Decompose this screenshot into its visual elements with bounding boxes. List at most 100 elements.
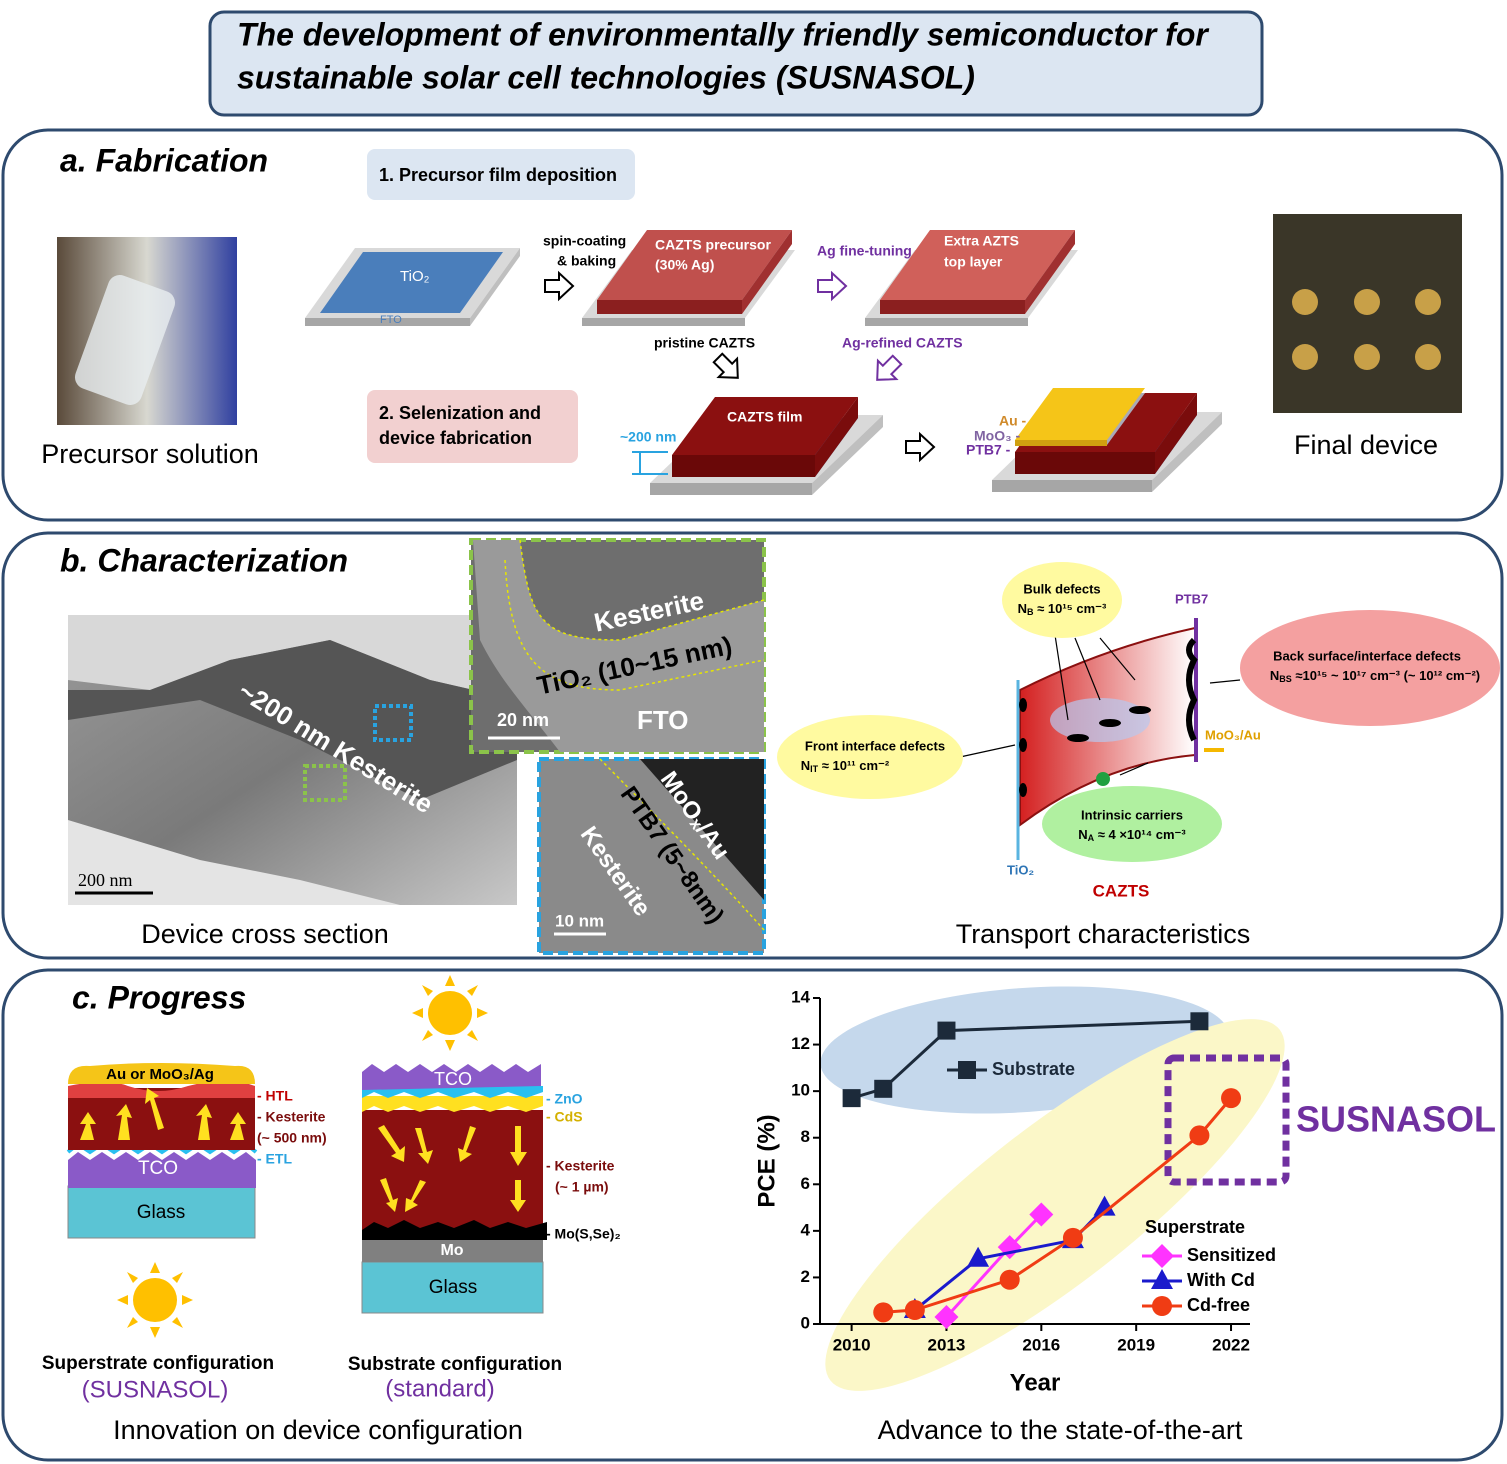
y-tick-label: 2: [801, 1267, 810, 1286]
marker: [874, 1079, 893, 1098]
value: ≈10¹⁵ ~ 10¹⁷ cm⁻³ (~ 10¹² cm⁻²): [1292, 668, 1480, 683]
substrate-stack-part-part: [380, 1178, 398, 1212]
substrate-slab-part: [470, 248, 520, 326]
x-tick-label: 2019: [1117, 1335, 1155, 1354]
layer-label: - HTL: [257, 1088, 293, 1104]
y-tick-label: 12: [791, 1034, 810, 1053]
layer-label: - ETL: [257, 1151, 292, 1167]
marker: [873, 1302, 894, 1323]
defect-title: Bulk defects: [1023, 581, 1100, 596]
film-slab-part: [672, 455, 815, 477]
substrate-stack-part: [361, 1261, 544, 1314]
transport-diagram-part: [1240, 610, 1500, 726]
legend-title: Superstrate: [1145, 1217, 1245, 1237]
extra-layer-slab: [865, 230, 1078, 326]
substrate-slab: [305, 248, 520, 326]
layer-label: - Kesterite: [257, 1109, 326, 1125]
marker: [1062, 1227, 1083, 1248]
symbol: N: [1018, 601, 1027, 616]
substrate-stack-part: [362, 1086, 543, 1098]
device-slab-part: [1015, 388, 1145, 440]
precursor-slab-part: [582, 318, 745, 326]
transport-diagram-part-part: [1074, 637, 1101, 701]
step-label: 2. Selenization and: [379, 403, 541, 423]
scale-label: 20 nm: [497, 710, 549, 730]
x-axis-title: Year: [1010, 1369, 1061, 1396]
process-label: Ag-refined CAZTS: [842, 335, 963, 351]
tem-inset-front-part: [504, 559, 765, 691]
device-photo-part: [1292, 344, 1318, 370]
layer-label: MoO₃/Au: [1205, 727, 1261, 742]
chart-highlights: [820, 986, 1290, 1391]
superstrate-stack-part: [68, 1152, 256, 1188]
transport-diagram-part: [1042, 786, 1222, 862]
marker: [1029, 1202, 1054, 1227]
heading: c. Progress: [72, 979, 246, 1015]
caption: Device cross section: [141, 919, 389, 949]
device-slab-part: [1015, 452, 1155, 474]
superstrate-stack: [66, 1063, 258, 1239]
tem-image: [68, 615, 517, 905]
subscript: BS: [1279, 674, 1292, 684]
transport-diagram-part: [1186, 637, 1198, 742]
layer-label: Au or MoO₃/Ag: [106, 1066, 214, 1083]
step-box: [367, 390, 578, 463]
layer-label: - ZnO: [546, 1091, 583, 1107]
transport-diagram-part-part: [1209, 679, 1241, 684]
device-photo-part: [1415, 344, 1441, 370]
marker: [937, 1021, 956, 1040]
defect-title: Front interface defects: [805, 738, 945, 753]
layer-label: MoO₃ -: [974, 428, 1020, 444]
process-label: Ag fine-tuning: [817, 243, 912, 259]
tem-inset-back: [537, 757, 766, 955]
layer-label: Au -: [999, 413, 1027, 429]
y-tick-label: 0: [801, 1313, 810, 1332]
y-tick-label: 10: [791, 1081, 810, 1100]
substrate-stack-part-part: [378, 1125, 405, 1162]
tem-image-part: [373, 704, 413, 742]
defect-density: NA ≈ 4 ×10¹⁴ cm⁻³: [1078, 827, 1186, 843]
substrate-stack-part: [362, 1064, 541, 1090]
substrate-stack-part-part: [458, 1126, 476, 1162]
layer-label: (30% Ag): [655, 257, 714, 273]
vial: [74, 275, 176, 405]
value: ≈ 10¹⁵ cm⁻³: [1034, 601, 1108, 616]
precursor-slab: [582, 230, 795, 326]
thickness-label: ~200 nm: [620, 429, 676, 445]
layer-label: TiO₂: [400, 268, 430, 285]
layer-label: Glass: [137, 1202, 186, 1223]
transport-diagram-part: [1067, 734, 1089, 742]
transport-diagram-part: [1002, 562, 1122, 638]
config-name: Superstrate configuration: [42, 1353, 274, 1374]
tem-inset-front-part: [473, 540, 764, 752]
marker: [958, 1061, 976, 1079]
substrate-stack: [361, 1064, 547, 1314]
substrate-stack-part: [362, 1240, 543, 1262]
layer-label: (~ 500 nm): [257, 1130, 327, 1146]
title: The development of environmentally frien…: [237, 16, 1209, 52]
transport-diagram-part: [959, 634, 1241, 776]
superstrate-stack-part-part: [80, 1112, 96, 1140]
superstrate-stack-part-part: [196, 1104, 212, 1140]
superstrate-stack-part-part: [116, 1104, 132, 1140]
device-slab: [992, 388, 1222, 492]
defect-title: Back surface/interface defects: [1273, 648, 1461, 663]
tem-image-part: [68, 640, 517, 800]
config-tag: (SUSNASOL): [82, 1376, 229, 1403]
film-slab: [632, 397, 883, 495]
superstrate-stack-part: [67, 1185, 256, 1239]
transport-diagram: [777, 562, 1500, 862]
device-slab-part: [1152, 412, 1222, 492]
panel-characterization: b. Characterization ~200 nm Kesterite 20…: [1, 531, 1504, 960]
x-tick-label: 2013: [928, 1335, 966, 1354]
caption: Precursor solution: [41, 439, 259, 469]
transport-diagram-part: [1099, 719, 1121, 727]
heading: b. Characterization: [60, 542, 348, 578]
extra-layer-slab-part: [1025, 230, 1075, 314]
marker: [1093, 1195, 1116, 1216]
precursor-slab-part: [742, 230, 792, 314]
film-slab-part: [650, 483, 812, 495]
superstrate-stack-part: [68, 1063, 255, 1084]
subscript: IT: [810, 764, 819, 774]
